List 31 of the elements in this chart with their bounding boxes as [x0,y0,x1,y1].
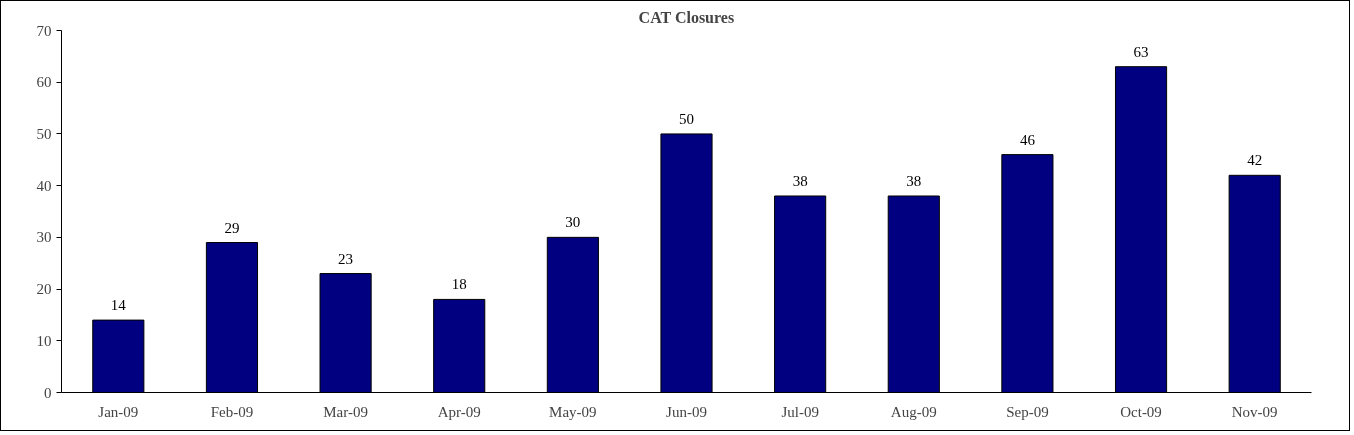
data-label: 50 [679,110,694,127]
y-tick-label: 60 [36,74,52,91]
y-tick-label: 0 [44,384,52,401]
x-tick-label: Oct-09 [1120,403,1162,420]
y-tick-label: 70 [36,22,52,39]
x-tick-label: Feb-09 [210,403,254,420]
data-label: 23 [338,250,354,267]
y-tick-label: 40 [36,177,52,194]
x-tick-label: May-09 [549,403,597,420]
data-label: 46 [1019,131,1036,148]
data-label: 14 [110,297,127,314]
x-tick-label: Sep-09 [1006,403,1049,420]
chart-title: CAT Closures [638,8,735,26]
x-tick-label: Apr-09 [437,403,481,420]
y-tick-label: 20 [36,281,52,298]
data-label: 29 [224,219,240,236]
data-label: 30 [565,214,581,231]
data-label: 42 [1247,152,1263,169]
x-tick-label: Mar-09 [323,403,368,420]
y-tick-label: 10 [36,332,52,349]
x-tick-label: Jun-09 [666,403,707,420]
x-tick-label: Jul-09 [781,403,819,420]
x-tick-label: Aug-09 [890,403,937,420]
data-label: 38 [906,172,922,189]
x-tick-label: Nov-09 [1231,403,1278,420]
data-label: 38 [792,172,808,189]
data-label: 18 [451,276,467,293]
x-tick-label: Jan-09 [98,403,139,420]
y-tick-label: 30 [36,229,52,246]
y-tick-label: 50 [36,125,52,142]
data-label: 63 [1133,43,1149,60]
